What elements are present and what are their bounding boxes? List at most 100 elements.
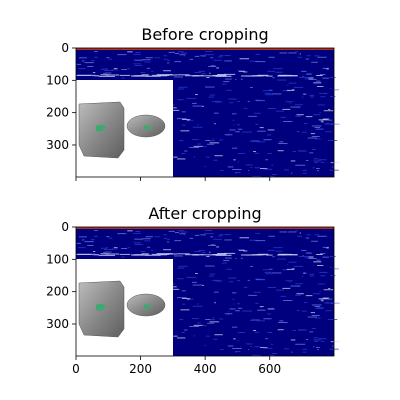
texture-streak xyxy=(227,166,234,168)
texture-streak xyxy=(243,250,248,252)
texture-band xyxy=(215,75,232,77)
texture-band xyxy=(145,254,161,256)
texture-streak xyxy=(314,234,320,236)
texture-streak xyxy=(209,321,220,323)
texture-streak xyxy=(267,313,271,315)
texture-streak xyxy=(322,118,330,120)
texture-streak xyxy=(238,249,245,251)
texture-streak xyxy=(268,235,275,237)
texture-streak xyxy=(311,240,318,242)
texture-streak xyxy=(263,347,273,349)
texture-streak xyxy=(283,121,293,122)
texture-streak xyxy=(163,58,168,60)
texture-streak xyxy=(317,283,325,285)
texture-streak xyxy=(151,249,154,251)
texture-streak xyxy=(217,235,223,237)
texture-streak xyxy=(193,156,196,158)
texture-streak xyxy=(181,290,186,292)
texture-streak xyxy=(142,59,151,61)
texture-streak xyxy=(133,232,141,234)
texture-streak xyxy=(302,76,304,78)
texture-streak xyxy=(101,247,107,249)
texture-streak xyxy=(284,169,289,171)
heatmap-image xyxy=(76,227,340,356)
texture-streak xyxy=(279,141,284,143)
texture-streak xyxy=(302,255,304,257)
texture-streak xyxy=(269,354,275,356)
texture-streak xyxy=(179,54,186,56)
texture-streak xyxy=(311,61,318,63)
texture-streak xyxy=(213,159,218,161)
texture-streak xyxy=(302,172,307,174)
texture-streak xyxy=(121,69,128,70)
texture-streak xyxy=(316,307,325,309)
texture-streak xyxy=(134,65,143,66)
texture-streak xyxy=(271,164,273,166)
texture-streak xyxy=(163,234,167,236)
texture-streak xyxy=(316,259,321,261)
texture-streak xyxy=(316,128,325,130)
texture-streak xyxy=(314,306,321,307)
texture-streak xyxy=(183,234,186,236)
texture-streak xyxy=(304,257,314,259)
texture-streak xyxy=(301,96,304,98)
texture-streak xyxy=(310,133,315,135)
texture-streak xyxy=(277,79,287,81)
texture-streak xyxy=(301,310,307,312)
texture-streak xyxy=(192,318,199,319)
texture-streak xyxy=(313,82,322,84)
texture-streak xyxy=(293,265,304,267)
texture-streak xyxy=(327,319,338,320)
texture-streak xyxy=(326,301,329,303)
texture-streak xyxy=(325,310,332,312)
texture-streak xyxy=(327,140,338,141)
texture-streak xyxy=(320,120,324,122)
texture-streak xyxy=(313,261,322,263)
texture-streak xyxy=(324,123,334,125)
texture-streak xyxy=(308,256,314,258)
texture-band xyxy=(76,74,91,76)
texture-streak xyxy=(288,52,297,54)
texture-streak xyxy=(332,345,334,347)
texture-band xyxy=(223,73,236,75)
texture-streak xyxy=(174,53,180,54)
texture-streak xyxy=(265,273,273,275)
texture-streak xyxy=(214,291,219,293)
texture-streak xyxy=(273,247,283,249)
texture-streak xyxy=(278,143,288,144)
texture-streak xyxy=(84,62,94,64)
texture-streak xyxy=(319,291,321,293)
texture-streak xyxy=(111,69,118,71)
texture-streak xyxy=(212,317,214,319)
texture-streak xyxy=(309,94,315,96)
texture-streak xyxy=(220,170,224,171)
texture-streak xyxy=(197,143,201,145)
texture-streak xyxy=(307,137,317,139)
texture-streak xyxy=(301,249,307,251)
texture-streak xyxy=(273,68,283,70)
texture-streak xyxy=(279,320,284,322)
texture-streak xyxy=(113,247,118,249)
x-axis-ticks xyxy=(75,177,271,181)
texture-streak xyxy=(127,51,133,53)
texture-streak xyxy=(324,272,328,274)
texture-streak xyxy=(200,55,206,57)
texture-streak xyxy=(219,234,224,236)
texture-streak xyxy=(320,74,326,75)
texture-streak xyxy=(285,101,293,103)
texture-streak xyxy=(307,316,317,318)
texture-streak xyxy=(213,238,222,240)
texture-streak xyxy=(205,86,215,88)
texture-streak xyxy=(177,337,186,339)
texture-streak xyxy=(106,57,110,59)
texture-streak xyxy=(87,245,94,246)
texture-streak xyxy=(184,150,188,152)
texture-streak xyxy=(113,68,118,70)
texture-streak xyxy=(303,272,308,274)
texture-streak xyxy=(301,70,307,72)
texture-streak xyxy=(135,52,141,53)
texture-streak xyxy=(177,230,184,232)
texture-streak xyxy=(306,55,311,57)
texture-streak xyxy=(192,284,203,286)
texture-streak xyxy=(286,89,294,91)
